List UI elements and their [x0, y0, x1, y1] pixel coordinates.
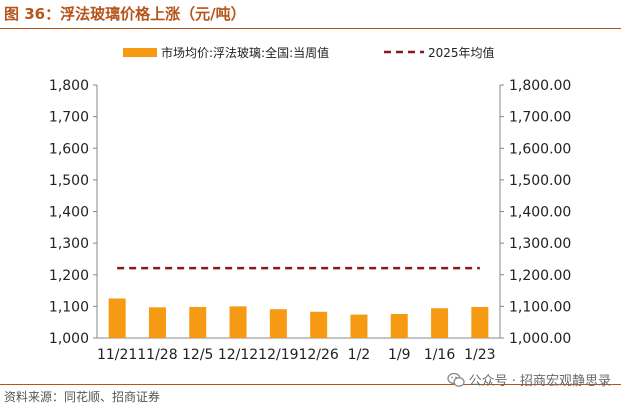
y-tick-label-right: 1,300.00: [509, 236, 571, 252]
bar: [108, 298, 126, 338]
y-tick-label-right: 1,400.00: [509, 205, 571, 221]
bar: [229, 306, 247, 338]
x-tick-label: 1/2: [348, 347, 371, 363]
legend-swatch-bar: [123, 48, 157, 57]
y-tick-label-right: 1,500.00: [509, 173, 571, 189]
y-tick-label-right: 1,200.00: [509, 268, 571, 284]
watermark: 公众号 · 招商宏观静思录: [446, 370, 611, 389]
x-tick-label: 12/19: [258, 347, 298, 363]
y-tick-label-left: 1,200: [49, 268, 89, 284]
chart-axes: 1,000 1,000.00 1,100 1,100.00 1,200 1,200.00 1…: [49, 78, 571, 347]
y-tick-label-left: 1,500: [49, 173, 89, 189]
x-tick-label: 11/21: [97, 347, 137, 363]
legend-label-line: 2025年均值: [428, 45, 495, 60]
figure-title: 图 36：浮法玻璃价格上涨（元/吨）: [4, 5, 246, 23]
y-tick-label-right: 1,100.00: [509, 299, 571, 315]
y-tick-label-right: 1,700.00: [509, 110, 571, 126]
y-tick-label-right: 1,800.00: [509, 78, 571, 94]
footer-divider: [0, 384, 621, 385]
y-tick-label-left: 1,800: [49, 78, 89, 94]
bar: [269, 309, 287, 338]
legend-label-bar: 市场均价:浮法玻璃:全国:当周值: [161, 45, 329, 60]
y-tick-label-left: 1,000: [49, 331, 89, 347]
wechat-icon: [446, 372, 465, 387]
y-tick-label-left: 1,700: [49, 110, 89, 126]
title-divider: [0, 28, 621, 29]
y-tick-label-right: 1,000.00: [509, 331, 571, 347]
x-tick-label: 1/9: [388, 347, 411, 363]
x-tick-label: 12/5: [182, 347, 213, 363]
bar: [350, 314, 368, 338]
x-tick-label: 11/28: [137, 347, 177, 363]
bar: [148, 307, 166, 338]
x-tick-label: 12/26: [298, 347, 338, 363]
y-tick-label-left: 1,300: [49, 236, 89, 252]
bar: [310, 311, 328, 338]
x-tick-label: 12/12: [218, 347, 258, 363]
bar-chart: 市场均价:浮法玻璃:全国:当周值 2025年均值 1,000 1,000.00 1,1…: [49, 45, 571, 363]
bar: [390, 313, 408, 338]
bar: [431, 308, 449, 338]
x-axis-ticks: 11/21 11/28 12/5 12/12 12/19 12/26 1/2 1/9 1/16 1…: [97, 347, 496, 363]
x-tick-label: 1/23: [464, 347, 495, 363]
y-tick-label-left: 1,400: [49, 205, 89, 221]
y-tick-label-left: 1,600: [49, 141, 89, 157]
chart-legend: 市场均价:浮法玻璃:全国:当周值 2025年均值: [123, 45, 495, 60]
bar: [189, 307, 207, 338]
bar-series: [108, 298, 489, 338]
source-note: 资料来源：同花顺、招商证券: [4, 390, 161, 404]
bar: [471, 307, 489, 338]
y-tick-label-left: 1,100: [49, 299, 89, 315]
x-tick-label: 1/16: [424, 347, 456, 363]
watermark-text: 公众号 · 招商宏观静思录: [468, 374, 611, 389]
y-tick-label-right: 1,600.00: [509, 141, 571, 157]
